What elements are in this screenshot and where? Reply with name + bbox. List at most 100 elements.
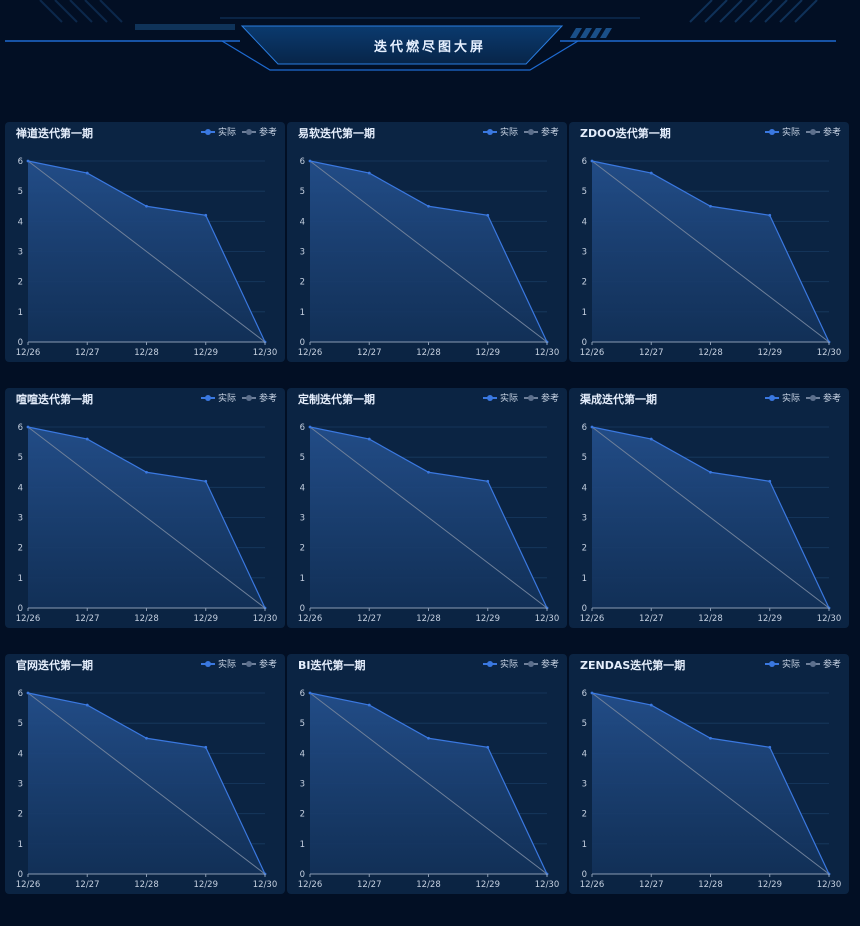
y-tick-label: 2 <box>582 278 587 288</box>
y-tick-label: 6 <box>582 157 587 167</box>
series-line-reference <box>27 426 266 609</box>
data-point-actual <box>486 479 490 483</box>
x-tick-label: 12/27 <box>639 880 664 890</box>
y-tick-label: 4 <box>582 217 587 227</box>
series-line-reference <box>309 426 548 609</box>
burndown-chart: 0 1 2 3 4 5 6 12/26 12/27 12/28 12/29 12/30 <box>16 689 278 890</box>
y-tick-label: 4 <box>18 749 23 759</box>
legend-item-actual[interactable]: 实际 <box>764 391 800 404</box>
data-point-actual <box>649 171 653 175</box>
series-line-reference <box>591 160 830 343</box>
legend-label: 实际 <box>499 394 518 404</box>
y-tick-label: 4 <box>300 749 305 759</box>
legend-label: 参考 <box>258 394 277 404</box>
legend-label: 实际 <box>217 394 236 404</box>
y-tick-label: 1 <box>18 840 23 850</box>
legend-label: 参考 <box>540 128 559 138</box>
legend-item-reference[interactable]: 参考 <box>805 125 841 138</box>
legend-marker-icon <box>805 394 820 402</box>
x-tick-label: 12/27 <box>75 614 100 624</box>
burndown-card: 定制迭代第一期 实际 参考 0 1 2 3 4 5 6 12/26 12/27 12/28 12/29 12… <box>287 388 567 628</box>
y-tick-label: 4 <box>18 483 23 493</box>
legend-marker-icon <box>241 394 256 402</box>
y-tick-label: 5 <box>18 719 23 729</box>
x-tick-label: 12/29 <box>476 348 501 358</box>
legend-item-actual[interactable]: 实际 <box>764 125 800 138</box>
legend-item-reference[interactable]: 参考 <box>241 125 277 138</box>
data-point-actual <box>768 213 772 217</box>
y-tick-label: 2 <box>18 544 23 554</box>
y-tick-label: 5 <box>582 453 587 463</box>
burndown-chart: 0 1 2 3 4 5 6 12/26 12/27 12/28 12/29 12/30 <box>580 689 842 890</box>
legend-label: 参考 <box>258 660 277 670</box>
chart-title: ZDOO迭代第一期 <box>580 127 671 140</box>
chart-title: 渠成迭代第一期 <box>580 393 657 406</box>
x-tick-label: 12/30 <box>817 614 842 624</box>
legend-item-reference[interactable]: 参考 <box>241 657 277 670</box>
burndown-card: ZENDAS迭代第一期 实际 参考 0 1 2 3 4 5 6 12/26 12/27 12/28 12/… <box>569 654 849 894</box>
legend-label: 参考 <box>822 660 841 670</box>
x-tick-label: 12/26 <box>298 614 323 624</box>
y-tick-label: 0 <box>18 338 23 348</box>
data-point-actual <box>204 745 208 749</box>
data-point-actual <box>308 691 312 695</box>
legend-item-reference[interactable]: 参考 <box>523 125 559 138</box>
legend-item-actual[interactable]: 实际 <box>482 125 518 138</box>
x-tick-label: 12/28 <box>698 880 723 890</box>
y-tick-label: 6 <box>582 423 587 433</box>
legend-item-actual[interactable]: 实际 <box>764 657 800 670</box>
data-point-actual <box>204 213 208 217</box>
y-tick-label: 5 <box>582 719 587 729</box>
legend-item-actual[interactable]: 实际 <box>200 125 236 138</box>
chart-title: BI迭代第一期 <box>298 659 366 672</box>
data-point-actual <box>367 437 371 441</box>
x-tick-label: 12/29 <box>194 614 219 624</box>
chart-grid: 禅道迭代第一期 实际 参考 0 1 2 3 4 5 6 12/26 12/27 12/28 12/29 12… <box>5 122 849 898</box>
legend-item-reference[interactable]: 参考 <box>805 657 841 670</box>
legend-item-reference[interactable]: 参考 <box>523 657 559 670</box>
x-tick-label: 12/27 <box>357 614 382 624</box>
x-tick-label: 12/28 <box>134 880 159 890</box>
y-tick-label: 0 <box>18 604 23 614</box>
legend-marker-icon <box>523 394 538 402</box>
x-tick-label: 12/30 <box>253 614 278 624</box>
y-tick-label: 1 <box>300 840 305 850</box>
data-point-actual <box>145 204 148 208</box>
legend-item-actual[interactable]: 实际 <box>200 391 236 404</box>
x-tick-label: 12/27 <box>639 348 664 358</box>
legend-item-reference[interactable]: 参考 <box>805 391 841 404</box>
legend-label: 参考 <box>540 660 559 670</box>
legend-item-actual[interactable]: 实际 <box>482 391 518 404</box>
burndown-card: 渠成迭代第一期 实际 参考 0 1 2 3 4 5 6 12/26 12/27 12/28 12/29 12… <box>569 388 849 628</box>
legend-label: 参考 <box>540 394 559 404</box>
y-tick-label: 5 <box>300 187 305 197</box>
data-point-actual <box>145 736 148 740</box>
legend-marker-icon <box>482 128 497 136</box>
data-point-actual <box>649 703 653 707</box>
x-tick-label: 12/26 <box>580 614 605 624</box>
y-tick-label: 0 <box>582 870 587 880</box>
y-tick-label: 3 <box>582 514 587 524</box>
chart-legend: 实际 参考 <box>764 391 841 404</box>
legend-item-actual[interactable]: 实际 <box>482 657 518 670</box>
data-point-actual <box>367 171 371 175</box>
x-tick-label: 12/28 <box>416 348 441 358</box>
data-point-actual <box>649 437 653 441</box>
chart-legend: 实际 参考 <box>482 391 559 404</box>
legend-item-reference[interactable]: 参考 <box>241 391 277 404</box>
legend-item-reference[interactable]: 参考 <box>523 391 559 404</box>
y-tick-label: 2 <box>18 278 23 288</box>
legend-item-actual[interactable]: 实际 <box>200 657 236 670</box>
legend-marker-icon <box>482 660 497 668</box>
chart-legend: 实际 参考 <box>200 657 277 670</box>
burndown-card: 禅道迭代第一期 实际 参考 0 1 2 3 4 5 6 12/26 12/27 12/28 12/29 12… <box>5 122 285 362</box>
y-tick-label: 3 <box>300 780 305 790</box>
x-tick-label: 12/26 <box>16 880 41 890</box>
y-tick-label: 3 <box>300 248 305 258</box>
x-tick-label: 12/26 <box>16 614 41 624</box>
x-tick-label: 12/27 <box>357 348 382 358</box>
data-point-actual <box>145 470 148 474</box>
y-tick-label: 1 <box>582 574 587 584</box>
series-line-reference <box>309 160 548 343</box>
x-tick-label: 12/28 <box>416 614 441 624</box>
